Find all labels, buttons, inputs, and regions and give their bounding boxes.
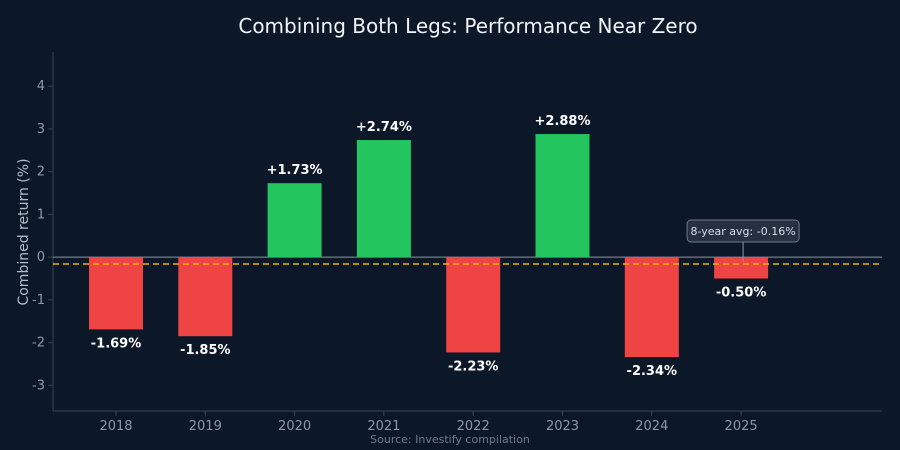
x-tick-label: 2019 bbox=[189, 419, 222, 434]
bar-2021 bbox=[356, 140, 411, 258]
x-tick-label: 2020 bbox=[278, 419, 311, 434]
data-labels: -1.69% -1.85% +1.73% +2.74% -2.23% +2.88% -2.3… bbox=[91, 114, 767, 379]
bar-2025 bbox=[714, 257, 769, 279]
bar-2018 bbox=[89, 257, 143, 330]
bar-2022 bbox=[446, 257, 501, 353]
data-label-2018: -1.69% bbox=[91, 336, 142, 351]
bars bbox=[89, 134, 769, 358]
data-label-2021: +2.74% bbox=[356, 120, 412, 135]
y-tick-label: -2 bbox=[32, 336, 45, 351]
chart-title: Combining Both Legs: Performance Near Ze… bbox=[238, 14, 697, 38]
bar-2019 bbox=[178, 257, 233, 337]
data-label-2024: -2.34% bbox=[627, 364, 678, 379]
average-annotation-label: 8-year avg: -0.16% bbox=[691, 225, 796, 238]
x-tick-label: 2021 bbox=[367, 419, 400, 434]
bar-2023 bbox=[535, 134, 590, 258]
x-tick-label: 2023 bbox=[546, 419, 579, 434]
source-note: Source: Investify compilation bbox=[370, 433, 530, 446]
y-tick-label: 3 bbox=[37, 122, 45, 137]
bar-2020 bbox=[267, 183, 322, 258]
data-label-2022: -2.23% bbox=[448, 359, 499, 374]
y-axis: -3 -2 -1 0 1 2 3 4 bbox=[32, 52, 54, 411]
x-tick-label: 2024 bbox=[635, 419, 668, 434]
y-tick-label: 2 bbox=[37, 165, 45, 180]
y-axis-title: Combined return (%) bbox=[16, 158, 32, 305]
data-label-2020: +1.73% bbox=[267, 163, 323, 178]
x-axis: 2018 2019 2020 2021 2022 2023 2024 2025 bbox=[53, 410, 882, 434]
y-tick-label: 1 bbox=[37, 207, 45, 222]
data-label-2025: -0.50% bbox=[716, 286, 767, 301]
x-tick-label: 2018 bbox=[99, 419, 132, 434]
y-tick-label: 0 bbox=[37, 250, 45, 265]
x-tick-label: 2025 bbox=[725, 419, 758, 434]
x-tick-label: 2022 bbox=[457, 419, 490, 434]
y-tick-label: -3 bbox=[32, 378, 45, 393]
average-annotation: 8-year avg: -0.16% bbox=[686, 219, 800, 262]
bar-2024 bbox=[624, 257, 679, 358]
data-label-2023: +2.88% bbox=[535, 114, 591, 129]
y-tick-label: 4 bbox=[37, 79, 45, 94]
y-tick-label: -1 bbox=[32, 293, 45, 308]
data-label-2019: -1.85% bbox=[180, 343, 231, 358]
